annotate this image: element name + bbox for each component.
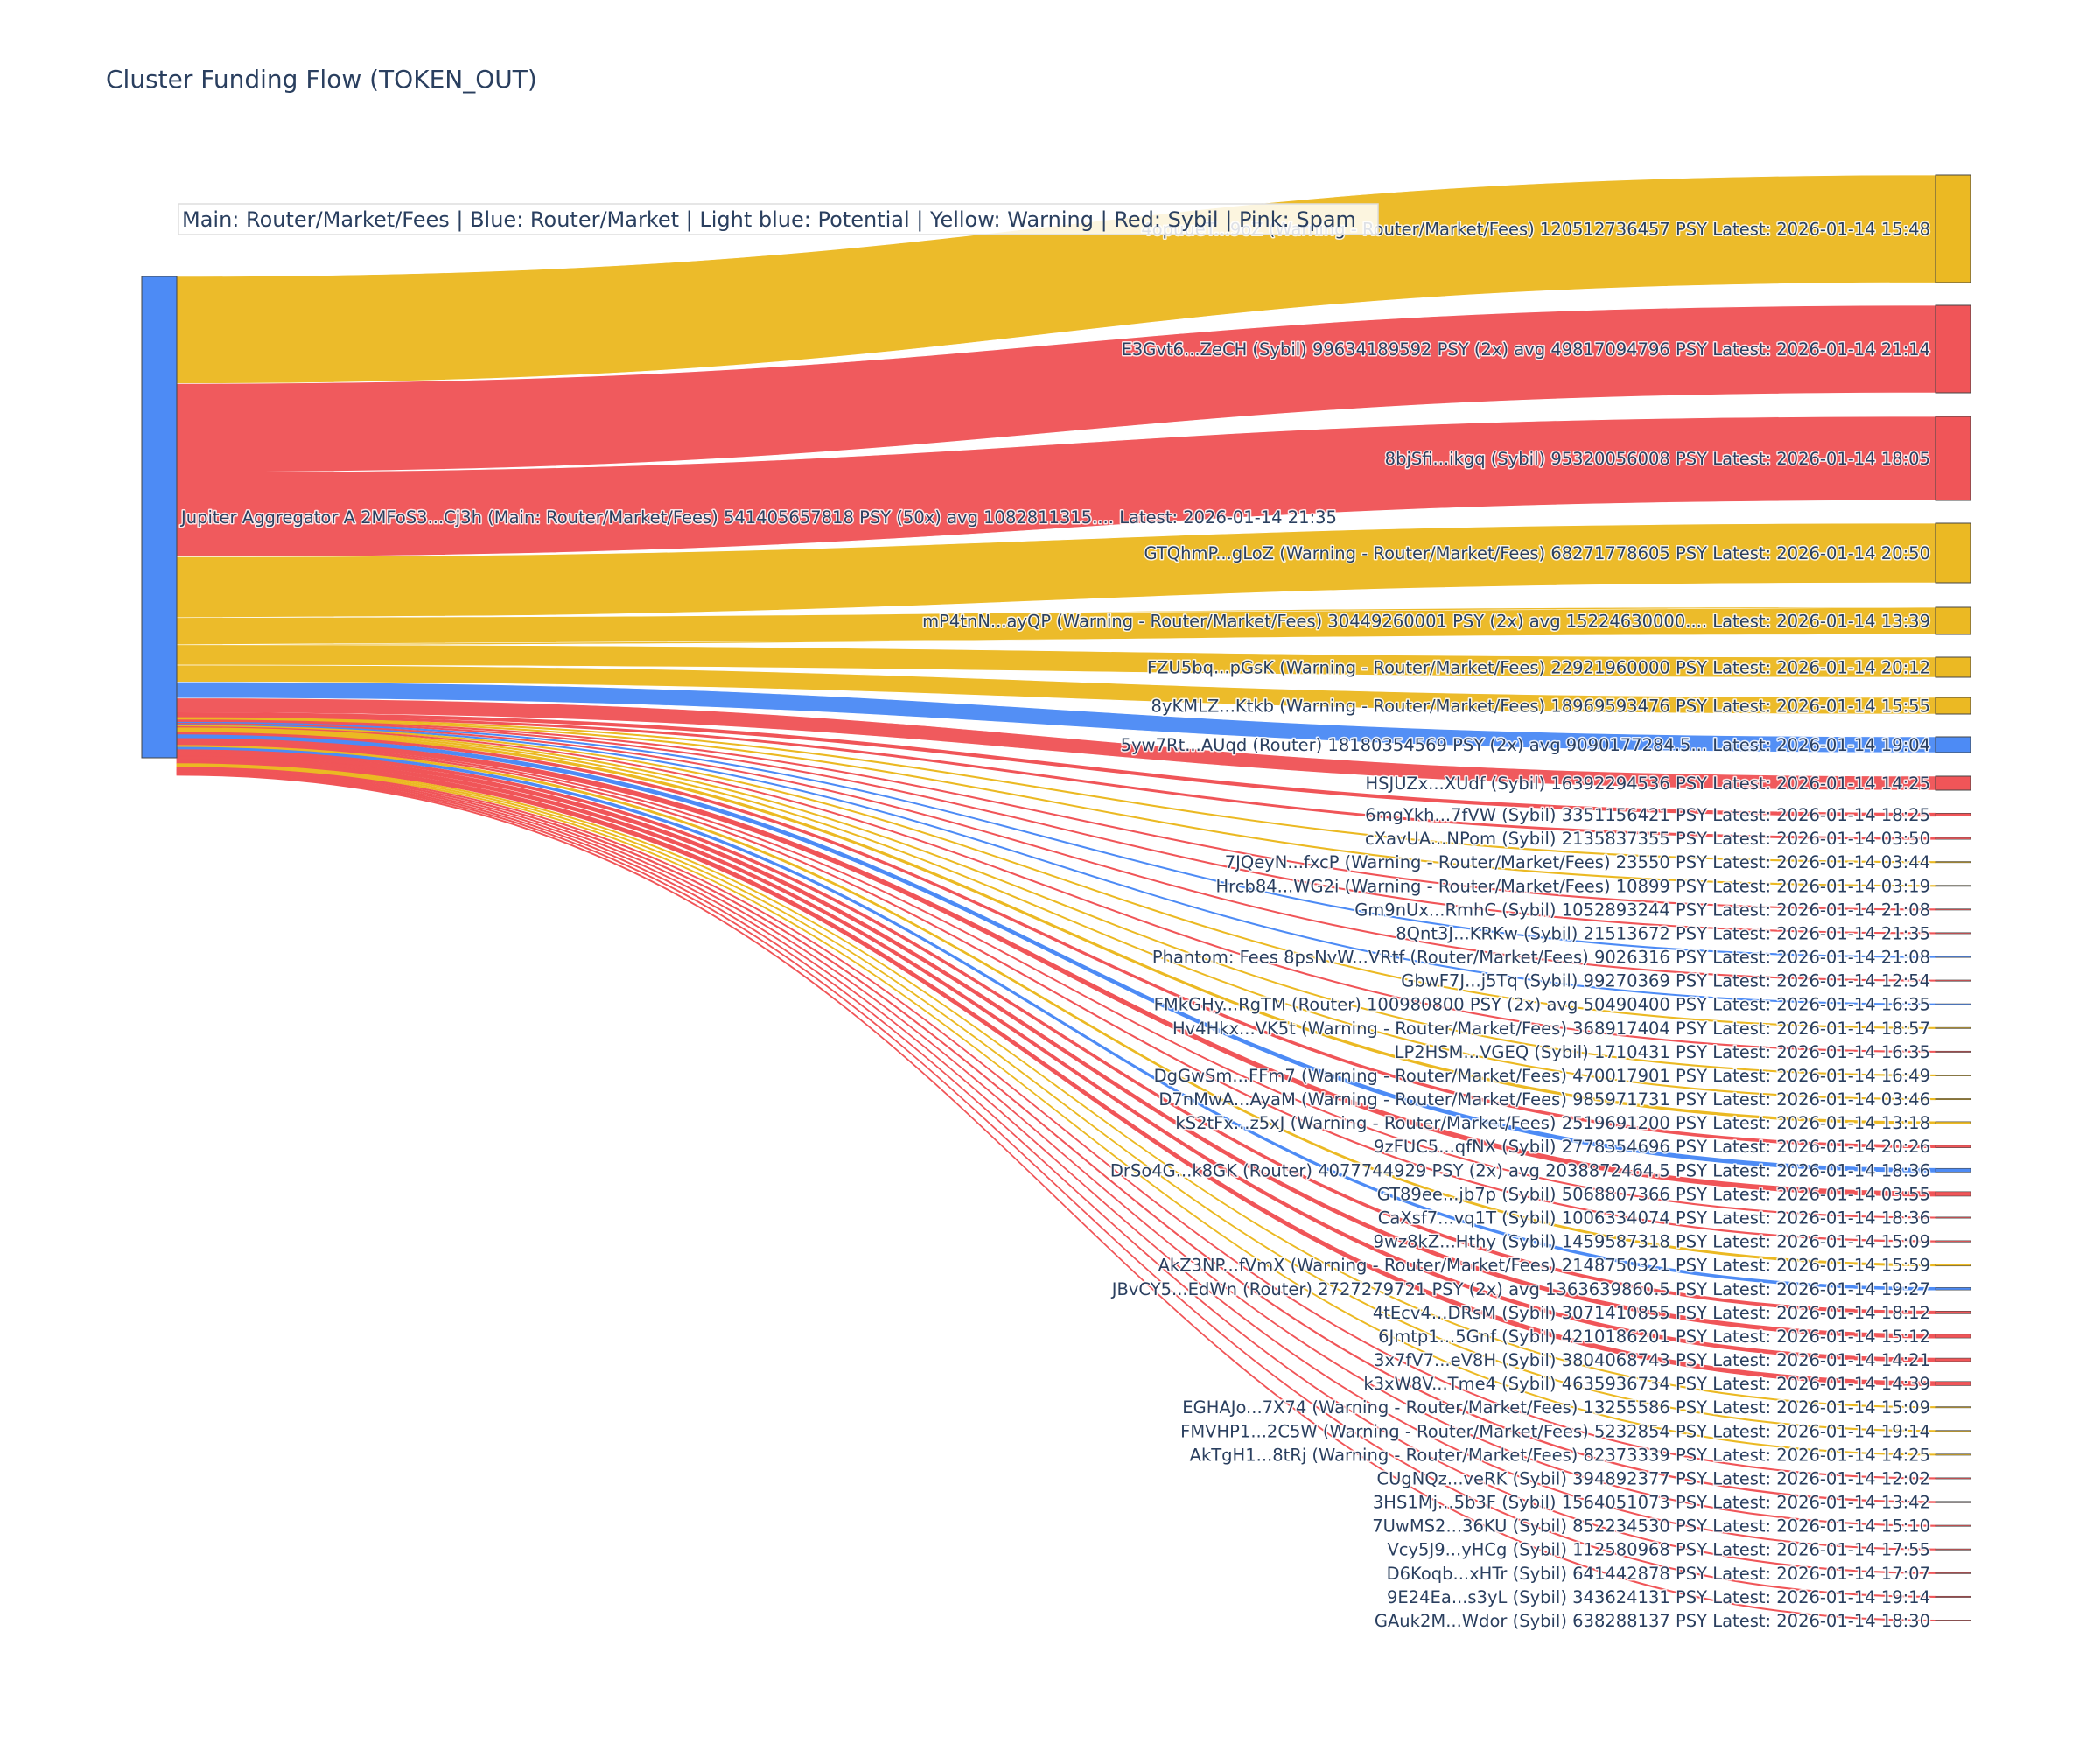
sankey-node-target-31[interactable]	[1935, 1334, 1971, 1339]
link-group	[176, 174, 1936, 1622]
sankey-node-target-41[interactable]	[1935, 1572, 1971, 1574]
sankey-node-label-43: GAuk2M...Wdor (Sybil) 638288137 PSY Late…	[1375, 1611, 1930, 1631]
sankey-node-label-2: 8bjSfi...ikgq (Sybil) 95320056008 PSY La…	[1385, 449, 1930, 469]
sankey-node-label-37: CUgNQz...veRK (Sybil) 394892377 PSY Late…	[1376, 1468, 1930, 1488]
sankey-node-label-34: EGHAJo...7X74 (Warning - Router/Market/F…	[1182, 1397, 1930, 1418]
sankey-node-label-29: JBvCY5...EdWn (Router) 2727279721 PSY (2…	[1110, 1279, 1930, 1299]
sankey-node-label-3: GTQhmP...gLoZ (Warning - Router/Market/F…	[1144, 543, 1930, 564]
sankey-node-target-20[interactable]	[1935, 1074, 1971, 1076]
sankey-node-target-15[interactable]	[1935, 956, 1971, 958]
sankey-node-target-21[interactable]	[1935, 1098, 1971, 1101]
sankey-node-target-40[interactable]	[1935, 1548, 1971, 1550]
sankey-node-label-7: 5yw7Rt...AUqd (Router) 18180354569 PSY (…	[1121, 735, 1930, 755]
sankey-node-target-38[interactable]	[1935, 1501, 1971, 1503]
sankey-node-target-4[interactable]	[1935, 606, 1971, 635]
sankey-node-label-23: 9zFUC5...qfNX (Sybil) 2778354696 PSY Lat…	[1374, 1137, 1930, 1157]
sankey-node-label-5: FZU5bq...pGsK (Warning - Router/Market/F…	[1147, 658, 1930, 678]
sankey-node-label-9: 6mgYkh...7fVW (Sybil) 3351156421 PSY Lat…	[1365, 805, 1930, 825]
sankey-node-target-16[interactable]	[1935, 979, 1971, 982]
sankey-node-label-1: E3Gvt6...ZeCH (Sybil) 99634189592 PSY (2…	[1122, 340, 1930, 360]
legend-note-text: Main: Router/Market/Fees | Blue: Router/…	[182, 207, 1356, 232]
sankey-node-target-0[interactable]	[1935, 174, 1971, 284]
sankey-node-target-27[interactable]	[1935, 1240, 1971, 1242]
sankey-node-label-22: kS2tFx...z5xJ (Warning - Router/Market/F…	[1175, 1113, 1930, 1133]
sankey-node-target-8[interactable]	[1935, 775, 1971, 791]
sankey-node-target-29[interactable]	[1935, 1287, 1971, 1291]
sankey-node-target-5[interactable]	[1935, 656, 1971, 678]
sankey-node-label-10: cXavUA...NPom (Sybil) 2135837355 PSY Lat…	[1365, 829, 1930, 849]
sankey-node-target-7[interactable]	[1935, 736, 1971, 753]
sankey-node-target-32[interactable]	[1935, 1357, 1971, 1362]
sankey-node-label-28: AkZ3NP...fVmX (Warning - Router/Market/F…	[1158, 1256, 1930, 1276]
sankey-node-label-35: FMVHP1...2C5W (Warning - Router/Market/F…	[1180, 1421, 1930, 1441]
sankey-node-target-28[interactable]	[1935, 1264, 1971, 1267]
sankey-node-label-41: D6Koqb...xHTr (Sybil) 641442878 PSY Late…	[1387, 1564, 1930, 1584]
sankey-node-target-18[interactable]	[1935, 1026, 1971, 1029]
sankey-node-label-21: D7nMwA...AyaM (Warning - Router/Market/F…	[1158, 1089, 1930, 1110]
sankey-node-target-6[interactable]	[1935, 696, 1971, 715]
sankey-node-label-39: 7UwMS2...36KU (Sybil) 852234530 PSY Late…	[1372, 1516, 1930, 1536]
sankey-node-target-11[interactable]	[1935, 861, 1971, 864]
sankey-node-label-26: CaXsf7...vq1T (Sybil) 1006334074 PSY Lat…	[1378, 1208, 1930, 1228]
sankey-node-target-9[interactable]	[1935, 812, 1971, 817]
sankey-node-label-38: 3HS1Mj...5b3F (Sybil) 1564051073 PSY Lat…	[1373, 1493, 1930, 1513]
sankey-node-target-35[interactable]	[1935, 1430, 1971, 1432]
sankey-node-target-19[interactable]	[1935, 1050, 1971, 1053]
sankey-node-label-14: 8Qnt3J...KRKw (Sybil) 21513672 PSY Lates…	[1396, 923, 1930, 943]
sankey-node-label-36: AkTgH1...8tRj (Warning - Router/Market/F…	[1190, 1445, 1930, 1465]
sankey-node-label-31: 6Jmtp1...5Gnf (Sybil) 4210186201 PSY Lat…	[1378, 1326, 1930, 1347]
sankey-node-target-34[interactable]	[1935, 1406, 1971, 1409]
sankey-node-target-37[interactable]	[1935, 1477, 1971, 1480]
sankey-node-label-11: 7JQeyN...fxcP (Warning - Router/Market/F…	[1225, 852, 1930, 872]
sankey-node-target-26[interactable]	[1935, 1216, 1971, 1219]
sankey-node-target-3[interactable]	[1935, 522, 1971, 584]
label-group: 4opuueT...9oZ (Warning - Router/Market/F…	[178, 218, 1932, 1633]
sankey-node-target-23[interactable]	[1935, 1144, 1971, 1148]
sankey-node-label-source: Jupiter Aggregator A 2MFoS3...Cj3h (Main…	[179, 508, 1337, 528]
sankey-node-label-33: k3xW8V...Tme4 (Sybil) 4635936734 PSY Lat…	[1363, 1374, 1930, 1394]
sankey-node-target-10[interactable]	[1935, 836, 1971, 840]
sankey-node-label-25: GT89ee...jb7p (Sybil) 5068807366 PSY Lat…	[1377, 1184, 1930, 1204]
sankey-node-label-27: 9wz8kZ...Hthy (Sybil) 1459587318 PSY Lat…	[1374, 1232, 1930, 1252]
legend-note: Main: Router/Market/Fees | Blue: Router/…	[178, 203, 1379, 235]
sankey-node-label-24: DrSo4G...k8GK (Router) 4077744929 PSY (2…	[1110, 1160, 1930, 1180]
legend-note-box	[178, 203, 1379, 235]
sankey-node-source[interactable]	[141, 276, 178, 759]
sankey-node-label-20: DgGwSm...FFm7 (Warning - Router/Market/F…	[1154, 1066, 1930, 1086]
sankey-node-label-8: HSJUZx...XUdf (Sybil) 16392294536 PSY La…	[1366, 774, 1931, 794]
sankey-node-label-4: mP4tnN...ayQP (Warning - Router/Market/F…	[922, 612, 1930, 632]
sankey-node-label-17: FMkGHy...RgTM (Router) 100980800 PSY (2x…	[1154, 995, 1930, 1015]
sankey-node-target-39[interactable]	[1935, 1524, 1971, 1527]
sankey-node-label-18: Hv4Hkx...VK5t (Warning - Router/Market/F…	[1172, 1018, 1930, 1039]
sankey-node-target-1[interactable]	[1935, 304, 1971, 394]
sankey-node-target-33[interactable]	[1935, 1381, 1971, 1386]
sankey-node-target-24[interactable]	[1935, 1167, 1971, 1172]
node-group	[141, 174, 1971, 1621]
sankey-node-label-19: LP2HSM...VGEQ (Sybil) 1710431 PSY Latest…	[1395, 1042, 1930, 1062]
chart-title: Cluster Funding Flow (TOKEN_OUT)	[106, 65, 537, 94]
sankey-node-label-42: 9E24Ea...s3yL (Sybil) 343624131 PSY Late…	[1387, 1587, 1930, 1607]
sankey-node-target-13[interactable]	[1935, 908, 1971, 911]
sankey-node-target-36[interactable]	[1935, 1453, 1971, 1456]
sankey-node-target-22[interactable]	[1935, 1121, 1971, 1124]
sankey-node-target-42[interactable]	[1935, 1595, 1971, 1598]
sankey-node-label-6: 8yKMLZ...Ktkb (Warning - Router/Market/F…	[1152, 696, 1930, 717]
sankey-node-label-32: 3x7fV7...eV8H (Sybil) 3804068743 PSY Lat…	[1374, 1350, 1930, 1370]
sankey-node-label-15: Phantom: Fees 8psNvW...VRtf (Router/Mark…	[1152, 948, 1930, 968]
sankey-node-target-14[interactable]	[1935, 932, 1971, 934]
sankey-node-target-2[interactable]	[1935, 416, 1971, 501]
sankey-node-label-16: GbwF7J...j5Tq (Sybil) 99270369 PSY Lates…	[1401, 971, 1930, 991]
sankey-node-label-40: Vcy5J9...yHCg (Sybil) 112580968 PSY Late…	[1387, 1540, 1930, 1560]
sankey-node-label-13: Gm9nUx...RmhC (Sybil) 1052893244 PSY Lat…	[1354, 900, 1930, 920]
sankey-node-target-25[interactable]	[1935, 1191, 1971, 1197]
sankey-node-label-12: Hrcb84...WG2i (Warning - Router/Market/F…	[1215, 876, 1930, 896]
sankey-node-label-30: 4tEcv4...DRsM (Sybil) 3071410855 PSY Lat…	[1373, 1303, 1930, 1323]
sankey-node-target-30[interactable]	[1935, 1310, 1971, 1314]
